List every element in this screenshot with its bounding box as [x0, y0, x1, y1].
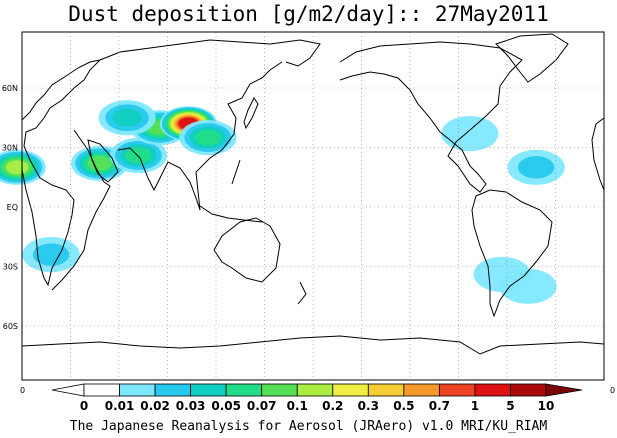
colorbar-level-label: 0.07	[247, 399, 277, 413]
frame-label-bottom-left: 0	[20, 386, 25, 395]
colorbar-swatch	[296, 383, 334, 397]
colorbar-swatch	[510, 383, 547, 397]
colorbar-swatch	[332, 383, 369, 397]
colorbar-swatch	[261, 383, 298, 397]
frame-label-bottom-right: 0	[610, 386, 615, 395]
colorbar-min-arrow	[51, 383, 85, 397]
dust-contour-thar	[125, 147, 152, 164]
colorbar-swatch	[83, 383, 120, 397]
latitude-label: EQ	[7, 203, 18, 212]
colorbar-level-label: 5	[506, 399, 514, 413]
colorbar-level-label: 0.01	[105, 399, 135, 413]
dust-contour-south-atlantic	[499, 268, 557, 304]
credit-line: The Japanese Reanalysis for Aerosol (JRA…	[69, 419, 548, 434]
colorbar-swatch	[119, 383, 156, 397]
dust-contour-kazakhstan	[112, 108, 142, 127]
coastline-eurafrica	[21, 59, 102, 287]
dust-contour-central-atlantic	[517, 156, 555, 179]
coastline-south-america	[471, 189, 553, 318]
colorbar-swatch	[367, 383, 405, 397]
coastline-arctic	[99, 39, 321, 67]
latitude-label: 30N	[2, 144, 18, 153]
map-frame	[21, 31, 605, 381]
colorbar-swatch	[438, 383, 476, 397]
coastline-africa-right-edge	[591, 117, 605, 191]
coastline-japan	[243, 97, 259, 130]
colorbar-labels: 0 0.01 0.02 0.03 0.05 0.07 0.1 0.2 0.3 0.5 0.7 1 5 10	[80, 399, 555, 413]
map-title: Dust deposition [g/m2/day]:: 27May2011	[68, 2, 549, 26]
coastline-indonesia	[199, 159, 263, 223]
coastline-south-asia	[117, 61, 283, 211]
latitude-label: 60S	[3, 322, 18, 331]
coastline-antarctica	[21, 335, 605, 355]
colorbar-level-label: 10	[538, 399, 555, 413]
dust-contour-china-plain	[194, 129, 221, 146]
coastline-arabia	[87, 139, 119, 183]
coastline-australia	[213, 217, 281, 283]
dust-contour-arabia	[87, 156, 112, 171]
colorbar-level-label: 0	[80, 399, 88, 413]
dust-contour-sahara	[5, 160, 29, 175]
colorbar-level-label: 0.5	[393, 399, 414, 413]
latitude-label: 60N	[2, 84, 18, 93]
colorbar	[51, 383, 583, 397]
colorbar-swatch	[154, 383, 192, 397]
colorbar-swatch	[474, 383, 511, 397]
latitude-labels: 60N 30N EQ 30S 60S	[2, 84, 18, 331]
colorbar-swatch	[190, 383, 227, 397]
colorbar-level-label: 0.1	[287, 399, 308, 413]
coastlines	[21, 33, 605, 355]
latitude-label: 30S	[3, 263, 18, 272]
colorbar-level-label: 0.05	[211, 399, 241, 413]
dust-contour-southern-africa	[32, 243, 70, 266]
coastline-new-zealand	[297, 281, 307, 305]
colorbar-level-label: 0.7	[429, 399, 450, 413]
coastline-north-america	[339, 41, 523, 193]
colorbar-level-label: 1	[471, 399, 479, 413]
colorbar-level-label: 0.2	[322, 399, 343, 413]
dust-contour-north-america	[441, 116, 499, 152]
colorbar-level-label: 0.02	[140, 399, 170, 413]
colorbar-swatch	[225, 383, 263, 397]
coastline-greenland	[495, 33, 569, 83]
dust-field	[0, 100, 565, 304]
colorbar-level-label: 0.03	[176, 399, 206, 413]
colorbar-level-label: 0.3	[358, 399, 379, 413]
lat-lon-grid	[22, 32, 604, 380]
colorbar-swatch	[403, 383, 440, 397]
colorbar-max-arrow	[545, 383, 583, 397]
